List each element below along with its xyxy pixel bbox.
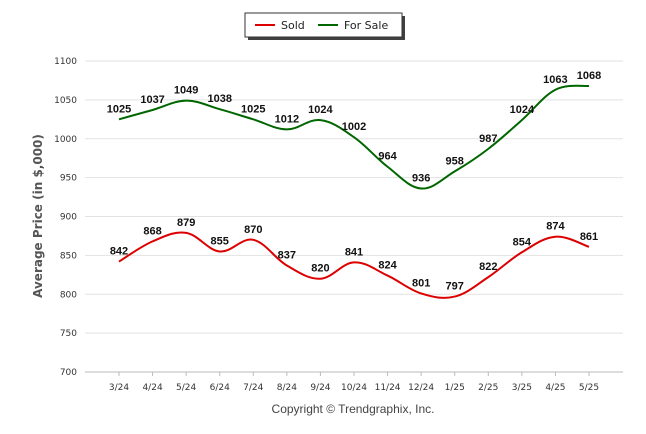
x-tick-label: 5/25	[579, 383, 599, 393]
data-label: 1002	[342, 121, 366, 133]
data-labels: 842 868 879 855 870 837 820 841 824 801 797 822 854 8…	[107, 70, 601, 293]
series-line-sold	[118, 231, 590, 299]
x-tick-label: 7/24	[243, 383, 263, 393]
x-tick-label: 4/25	[545, 383, 565, 393]
data-label: 1063	[543, 74, 567, 86]
y-tick-label: 1050	[54, 96, 77, 106]
y-tick-label: 1100	[54, 57, 77, 67]
x-tick-label: 11/24	[375, 383, 401, 393]
data-label: 822	[479, 261, 497, 273]
data-label: 824	[378, 260, 397, 272]
data-label: 861	[580, 231, 598, 243]
data-label: 1025	[241, 103, 265, 115]
series-line-for-sale	[118, 84, 590, 190]
x-tick-label: 5/24	[176, 383, 196, 393]
y-tick-label: 950	[60, 174, 77, 184]
legend-label-sold: Sold	[281, 19, 305, 32]
data-label: 820	[311, 263, 329, 275]
data-label: 1024	[510, 104, 535, 116]
data-label: 841	[345, 246, 363, 258]
data-label: 1049	[174, 85, 198, 97]
data-label: 1068	[577, 70, 601, 82]
y-tick-label: 800	[60, 290, 77, 300]
y-tick-label: 850	[60, 251, 77, 261]
y-tick-label: 700	[60, 368, 77, 378]
legend: Sold For Sale	[244, 12, 405, 40]
data-label: 964	[378, 151, 397, 163]
legend-label-for-sale: For Sale	[344, 19, 388, 32]
x-tick-label: 3/25	[512, 383, 532, 393]
data-label: 842	[110, 246, 128, 258]
x-tick-label: 9/24	[310, 383, 330, 393]
data-label: 870	[244, 224, 262, 236]
data-label: 855	[211, 235, 229, 247]
data-label: 1025	[107, 103, 131, 115]
x-tick-label: 8/24	[277, 383, 297, 393]
x-axis: 3/24 4/24 5/24 6/24 7/24 8/24 9/24 10/24 11/24 12…	[85, 371, 623, 393]
x-tick-label: 2/25	[478, 383, 498, 393]
x-tick-label: 6/24	[210, 383, 230, 393]
x-tick-label: 12/24	[408, 383, 434, 393]
data-label: 874	[546, 221, 565, 233]
data-label: 936	[412, 173, 430, 185]
x-tick-label: 4/24	[142, 383, 162, 393]
y-axis-title: Average Price (in $,000)	[31, 134, 45, 298]
grid-lines	[85, 60, 623, 373]
copyright-credit: Copyright © Trendgraphix, Inc.	[272, 402, 435, 416]
x-tick-label: 3/24	[109, 383, 129, 393]
x-tick-label: 10/24	[341, 383, 367, 393]
y-tick-label: 1000	[54, 135, 77, 145]
data-label: 854	[513, 236, 532, 248]
data-label: 1037	[140, 94, 164, 106]
data-label: 1024	[308, 104, 333, 116]
data-label: 987	[479, 133, 497, 145]
data-label: 1012	[275, 113, 299, 125]
series-lines	[118, 84, 590, 299]
data-label: 837	[278, 249, 296, 261]
data-label: 868	[143, 225, 161, 237]
y-axis: 700 750 800 850 900 950 1000 1050 1100	[54, 57, 77, 378]
y-tick-label: 900	[60, 213, 77, 223]
data-label: 879	[177, 217, 195, 229]
y-tick-label: 750	[60, 329, 77, 339]
x-tick-label: 1/25	[445, 383, 465, 393]
data-label: 797	[446, 281, 464, 293]
data-label: 958	[446, 155, 464, 167]
data-label: 1038	[207, 93, 231, 105]
data-label: 801	[412, 277, 430, 289]
